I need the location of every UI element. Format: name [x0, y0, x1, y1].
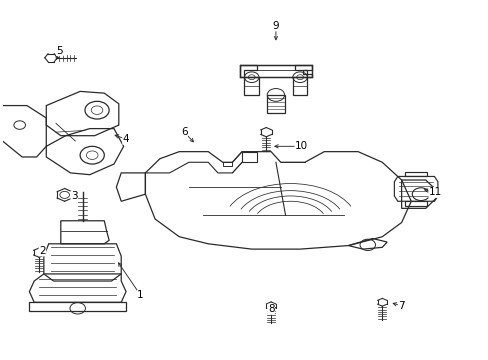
Text: 4: 4 — [122, 134, 129, 144]
Text: 1: 1 — [137, 290, 143, 300]
Text: 8: 8 — [267, 304, 274, 314]
Text: 11: 11 — [428, 188, 441, 197]
Text: 10: 10 — [294, 141, 307, 151]
Text: 9: 9 — [272, 21, 279, 31]
Text: 3: 3 — [71, 191, 78, 201]
Text: 6: 6 — [181, 127, 187, 137]
Text: 5: 5 — [57, 46, 63, 56]
Text: 7: 7 — [398, 301, 404, 311]
Text: 2: 2 — [39, 246, 46, 256]
